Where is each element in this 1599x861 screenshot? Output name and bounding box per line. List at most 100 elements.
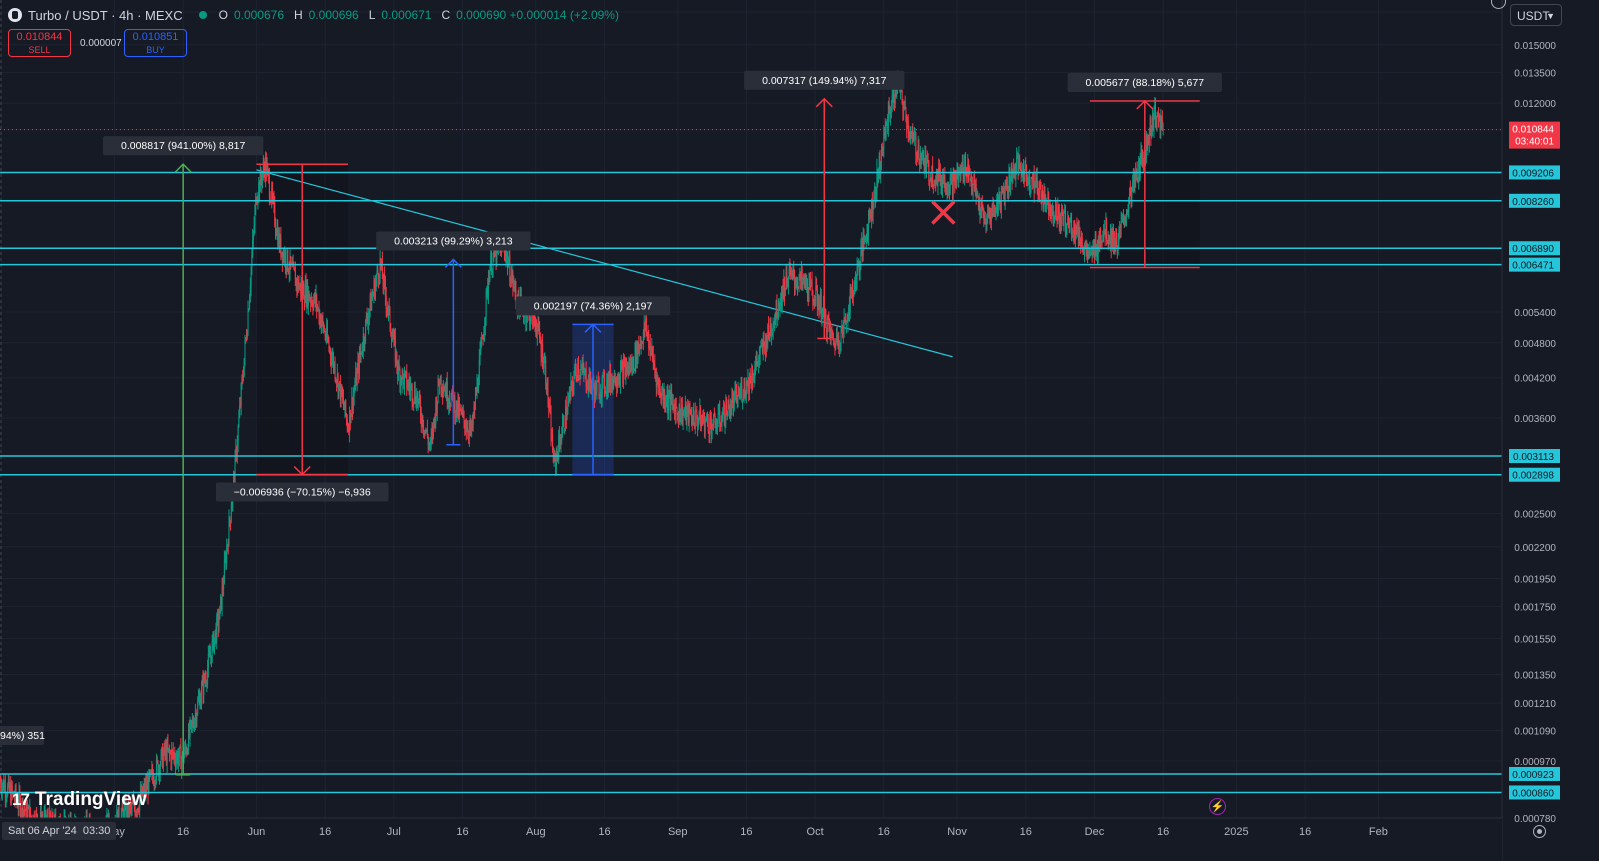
candle-body xyxy=(526,317,528,323)
candle-body xyxy=(464,420,466,430)
candle-body xyxy=(940,179,942,185)
price-level-tag-text: 0.008260 xyxy=(1512,197,1554,208)
candle-body xyxy=(432,429,434,436)
candle-body xyxy=(827,318,829,320)
candle-body xyxy=(326,327,328,340)
candle-body xyxy=(196,713,198,723)
candle-body xyxy=(387,308,389,312)
candle-body xyxy=(710,417,712,422)
candle-body xyxy=(1148,133,1150,145)
candle-body xyxy=(816,286,818,291)
candle-body xyxy=(882,148,884,152)
candle-body xyxy=(4,784,6,798)
candle-body xyxy=(545,383,547,394)
ohlc-high-value: 0.000696 xyxy=(308,8,359,22)
candle-body xyxy=(448,400,450,405)
candle-body xyxy=(729,404,731,419)
candle-body xyxy=(982,210,984,218)
candle-body xyxy=(906,122,908,129)
candle-body xyxy=(709,417,711,434)
tradingview-mark-icon: 17 xyxy=(12,790,30,809)
candle-body xyxy=(881,145,883,166)
candle-body xyxy=(1083,250,1085,253)
candle-body xyxy=(310,299,312,303)
candle-body xyxy=(1045,203,1047,206)
candle-body xyxy=(819,303,821,312)
candle-body xyxy=(913,137,915,142)
symbol-title[interactable]: Turbo / USDT · 4h · MEXC xyxy=(28,7,183,23)
candle-body xyxy=(314,293,316,304)
candle-body xyxy=(372,293,374,296)
candle-body xyxy=(213,633,215,652)
candle-body xyxy=(617,381,619,383)
candle-body xyxy=(606,378,608,392)
candle-body xyxy=(928,162,930,181)
candle-body xyxy=(815,286,817,304)
candle-body xyxy=(420,416,422,424)
sell-button[interactable]: 0.010844 SELL xyxy=(8,29,71,57)
candle-body xyxy=(690,414,692,421)
candle-body xyxy=(311,299,313,306)
candle-body xyxy=(381,260,383,267)
candle-body xyxy=(471,422,473,426)
candle-body xyxy=(944,174,946,188)
candle-body xyxy=(777,308,779,317)
candle-body xyxy=(1148,138,1150,145)
candle-body xyxy=(1116,232,1118,247)
candle-body xyxy=(930,177,932,184)
candle-body xyxy=(1136,169,1138,182)
candle-body xyxy=(454,398,456,418)
currency-selector[interactable]: USDT ▼ xyxy=(1510,4,1562,26)
settings-icon[interactable] xyxy=(1533,825,1546,838)
cross-annotation xyxy=(931,200,956,225)
candle-body xyxy=(939,166,941,185)
candle-body xyxy=(992,205,994,214)
candle-body xyxy=(714,415,716,425)
candle-body xyxy=(1151,115,1153,131)
candle-body xyxy=(513,282,515,286)
candle-body xyxy=(471,422,473,431)
candle-body xyxy=(763,340,765,344)
candle-body xyxy=(638,343,640,350)
buy-button[interactable]: 0.010851 BUY xyxy=(124,29,187,57)
candle-body xyxy=(735,388,737,403)
price-level-tag-text: 0.006471 xyxy=(1512,261,1554,272)
candle-body xyxy=(467,428,469,434)
x-tick-label: Dec xyxy=(1085,826,1105,838)
candle-body xyxy=(576,375,578,377)
candle-body xyxy=(1158,111,1160,118)
candle-body xyxy=(1109,232,1111,243)
candle-body xyxy=(822,307,824,318)
candle-body xyxy=(465,428,467,430)
candle-body xyxy=(1,787,3,793)
candle-body xyxy=(746,380,748,386)
candle-body xyxy=(178,757,180,765)
candle-body xyxy=(1032,179,1034,181)
candle-body xyxy=(768,324,770,335)
lightning-icon[interactable]: ⚡ xyxy=(1209,798,1226,815)
candle-body xyxy=(1066,223,1068,226)
candle-body xyxy=(958,168,960,174)
candle-body xyxy=(253,226,255,233)
candle-body xyxy=(926,158,928,170)
candle-body xyxy=(831,329,833,332)
tradingview-logo[interactable]: 17 TradingView xyxy=(12,789,147,811)
candle-body xyxy=(323,330,325,332)
time-axis xyxy=(0,818,1502,861)
candle-body xyxy=(1017,154,1019,173)
candle-body xyxy=(486,286,488,291)
candle-body xyxy=(206,682,208,684)
candle-body xyxy=(171,750,173,752)
candle-body xyxy=(851,288,853,292)
candle-body xyxy=(784,288,786,296)
candle-body xyxy=(914,137,916,139)
candle-body xyxy=(456,400,458,415)
candle-body xyxy=(1048,207,1050,215)
candle-body xyxy=(483,331,485,340)
candle-body xyxy=(665,403,667,405)
candle-body xyxy=(406,372,408,389)
candle-body xyxy=(362,335,364,352)
candle-body xyxy=(155,779,157,784)
candle-body xyxy=(395,351,397,363)
